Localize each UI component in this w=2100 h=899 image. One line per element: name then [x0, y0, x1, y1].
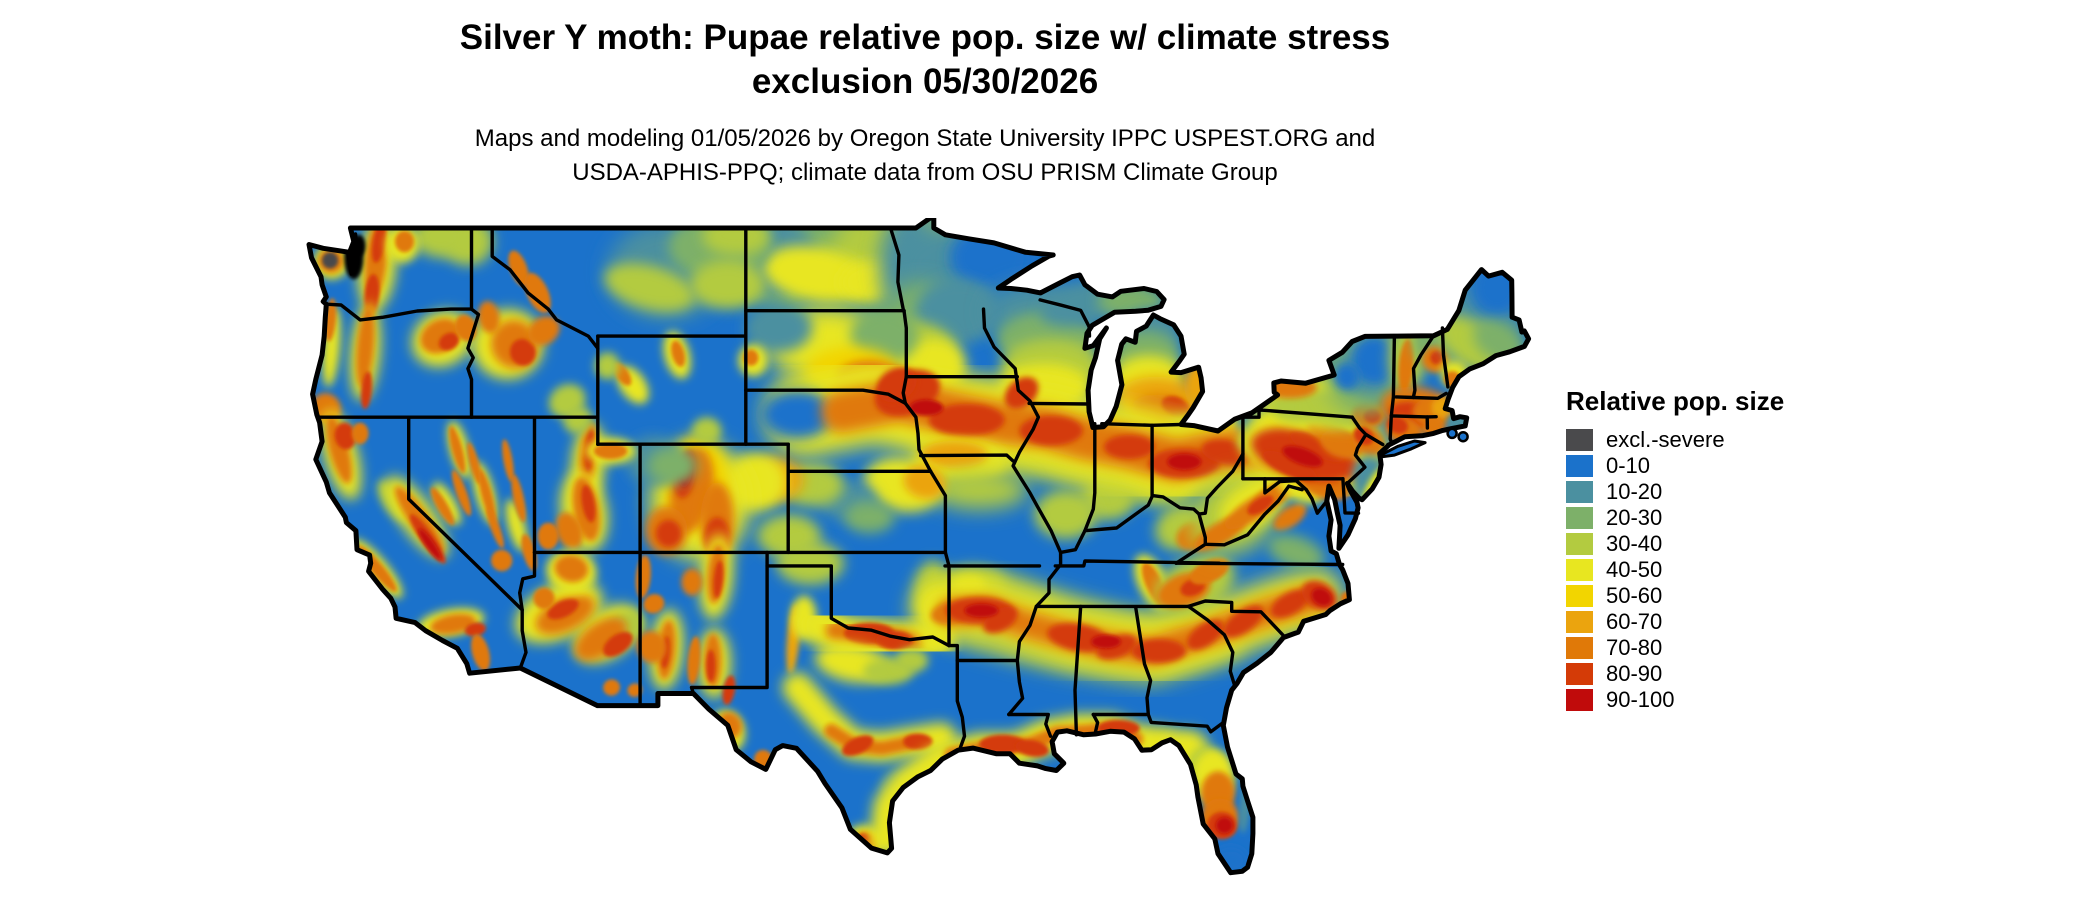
legend-label: 90-100 — [1593, 687, 1675, 713]
map-title-line2: exclusion 05/30/2026 — [310, 60, 1540, 104]
legend-item: 70-80 — [1566, 635, 1866, 661]
legend-swatch — [1566, 455, 1593, 477]
map-title: Silver Y moth: Pupae relative pop. size … — [310, 16, 1540, 104]
legend-title: Relative pop. size — [1566, 386, 1866, 417]
legend-item: 50-60 — [1566, 583, 1866, 609]
legend-item: 90-100 — [1566, 687, 1866, 713]
legend-label: 40-50 — [1593, 557, 1662, 583]
legend-item: 30-40 — [1566, 531, 1866, 557]
legend-swatch — [1566, 689, 1593, 711]
legend-label: 30-40 — [1593, 531, 1662, 557]
map-subtitle-line2: USDA-APHIS-PPQ; climate data from OSU PR… — [310, 156, 1540, 190]
legend-swatch — [1566, 611, 1593, 633]
legend-item: 40-50 — [1566, 557, 1866, 583]
map-subtitle-line1: Maps and modeling 01/05/2026 by Oregon S… — [310, 122, 1540, 156]
legend-swatch — [1566, 507, 1593, 529]
coastal-island — [1459, 432, 1468, 441]
map-subtitle: Maps and modeling 01/05/2026 by Oregon S… — [310, 122, 1540, 190]
legend-label: 50-60 — [1593, 583, 1662, 609]
legend-swatch — [1566, 481, 1593, 503]
legend-item: excl.-severe — [1566, 427, 1866, 453]
state-border-line — [1029, 403, 1089, 404]
legend-item: 0-10 — [1566, 453, 1866, 479]
legend-label: 70-80 — [1593, 635, 1662, 661]
legend-swatch — [1566, 533, 1593, 555]
legend-item: 60-70 — [1566, 609, 1866, 635]
legend-label: 0-10 — [1593, 453, 1650, 479]
heat-layer — [305, 218, 1540, 894]
state-border-line — [1176, 563, 1343, 564]
us-map-svg — [305, 218, 1540, 894]
legend-label: 20-30 — [1593, 505, 1662, 531]
legend-label: 80-90 — [1593, 661, 1662, 687]
us-map — [305, 218, 1540, 894]
legend-swatch — [1566, 559, 1593, 581]
map-title-line1: Silver Y moth: Pupae relative pop. size … — [310, 16, 1540, 60]
legend-item: 10-20 — [1566, 479, 1866, 505]
legend-item: 20-30 — [1566, 505, 1866, 531]
legend-swatch — [1566, 637, 1593, 659]
state-border-line — [1391, 416, 1436, 417]
state-border-line — [1102, 424, 1181, 426]
legend-label: 10-20 — [1593, 479, 1662, 505]
legend-swatch — [1566, 429, 1593, 451]
legend-swatch — [1566, 663, 1593, 685]
legend-item: 80-90 — [1566, 661, 1866, 687]
coastal-island — [1448, 429, 1457, 438]
legend-label: excl.-severe — [1593, 427, 1725, 453]
legend-swatch — [1566, 585, 1593, 607]
legend-label: 60-70 — [1593, 609, 1662, 635]
